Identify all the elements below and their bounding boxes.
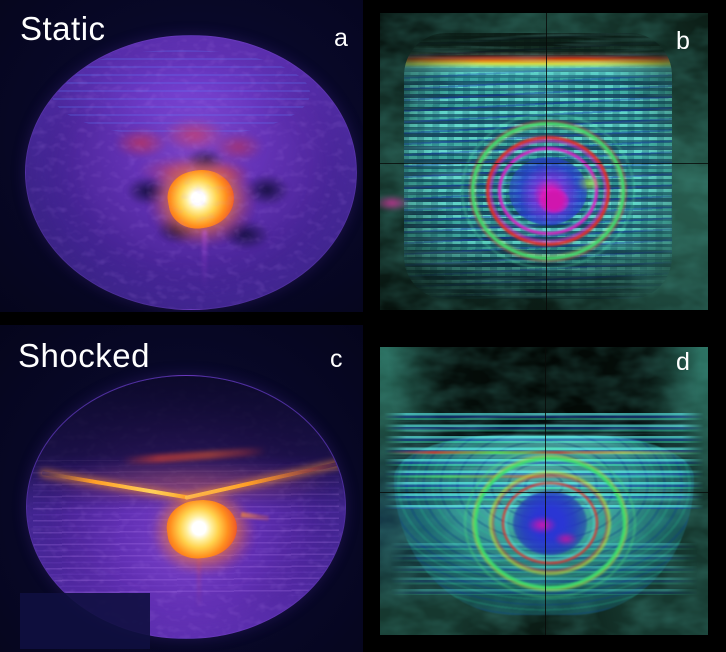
ring-magenta [498,147,598,235]
ring-yellow [489,471,611,575]
emission-wisp [202,230,207,290]
panel-b-static-interferogram: b [380,13,708,310]
core-magenta-spot [527,516,557,534]
emission-wisp [197,536,201,610]
ring-red [502,482,598,564]
ring-red [486,136,610,246]
core-magenta-spot [539,189,569,213]
sample-disk [25,35,357,310]
panel-letter-c: c [330,345,343,373]
ring-outer-faint [461,113,635,269]
magenta-flare [380,195,410,211]
panel-a-static-radiograph: Static a [0,0,363,312]
panel-c-shocked-radiograph: Shocked c [0,325,363,652]
ring-green [471,122,625,260]
core-magenta-spot [554,532,578,546]
crosshair-vertical [546,13,547,310]
crosshair-vertical [545,347,546,635]
row-label-static: Static [20,10,106,47]
yellow-green-patch [577,174,603,192]
panel-letter-a: a [334,24,348,52]
row-label-shocked: Shocked [18,337,150,374]
crosshair-horizontal [380,163,708,164]
ring-outer-faint [464,448,636,598]
panel-letter-b: b [676,27,690,55]
ring-green [474,457,626,589]
panel-d-shocked-interferogram: d [380,347,708,635]
panel-letter-d: d [676,348,690,376]
crosshair-horizontal [380,492,708,493]
dark-patch [20,593,150,649]
